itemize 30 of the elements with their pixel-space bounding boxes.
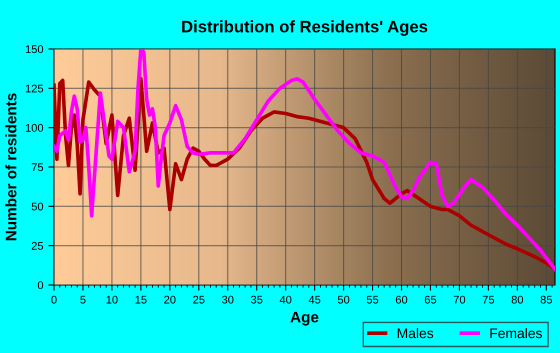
y-tick-label: 125 bbox=[26, 84, 44, 92]
x-tick-label: 20 bbox=[164, 296, 176, 304]
y-tick-label: 100 bbox=[26, 124, 44, 132]
y-tick-label: 75 bbox=[32, 163, 44, 172]
x-tick-label: 55 bbox=[366, 296, 378, 304]
x-tick-label: 85 bbox=[540, 296, 552, 304]
x-tick-label: 50 bbox=[338, 296, 350, 304]
x-tick-label: 75 bbox=[482, 296, 494, 304]
y-tick-label: 0 bbox=[38, 281, 44, 290]
x-tick-label: 65 bbox=[424, 296, 436, 304]
x-tick-label: 15 bbox=[136, 296, 147, 304]
x-tick-label: 30 bbox=[222, 296, 234, 304]
x-tick-label: 70 bbox=[454, 296, 466, 304]
x-tick-label: 40 bbox=[280, 296, 292, 304]
y-tick-label: 50 bbox=[32, 202, 44, 210]
x-tick-label: 60 bbox=[396, 296, 408, 304]
x-tick-label: 80 bbox=[512, 296, 524, 304]
y-tick-label: 150 bbox=[26, 45, 44, 54]
x-axis-title: Age bbox=[290, 312, 318, 326]
y-tick-label: 25 bbox=[32, 242, 44, 250]
x-tick-label: 5 bbox=[80, 296, 86, 304]
x-tick-label: 25 bbox=[193, 296, 205, 304]
x-tick-label: 35 bbox=[250, 296, 262, 304]
chart-title: Distribution of Residents' Ages bbox=[182, 20, 428, 36]
x-tick-label: 10 bbox=[106, 296, 118, 304]
legend-label: Females bbox=[490, 328, 542, 338]
x-tick-label: 0 bbox=[51, 296, 57, 304]
y-axis-title: Number of residents bbox=[5, 93, 16, 240]
x-tick-label: 45 bbox=[308, 296, 320, 304]
legend-label: Males bbox=[398, 328, 434, 338]
